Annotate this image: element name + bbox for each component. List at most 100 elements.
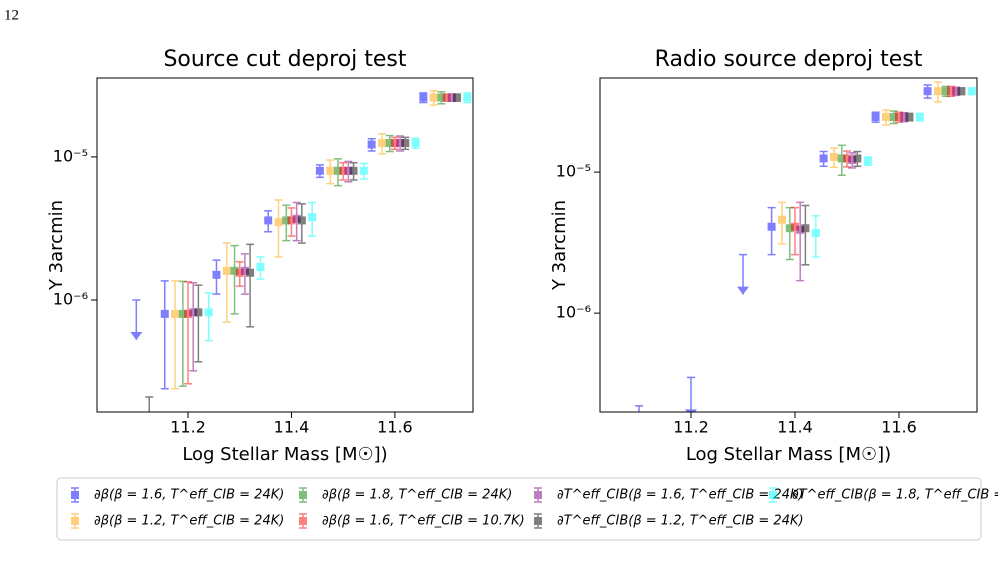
legend-marker: [769, 487, 777, 503]
errorbar: [905, 112, 914, 122]
upper-limit: [737, 253, 749, 295]
marker: [145, 439, 153, 447]
marker: [160, 309, 169, 318]
marker: [71, 517, 79, 525]
marker: [534, 491, 542, 499]
marker: [819, 154, 828, 163]
legend-label: ∂T^eff_CIB(β = 1.6, T^eff_CIB = 24K): [557, 488, 804, 503]
marker: [419, 93, 428, 102]
marker: [769, 491, 777, 499]
legend-marker: [299, 513, 307, 529]
plot-area: [130, 89, 472, 447]
marker: [377, 139, 386, 148]
upper-limit-arrow: [130, 332, 143, 341]
errorbar: [843, 150, 851, 168]
marker: [246, 268, 255, 277]
marker: [264, 216, 273, 225]
x-tick-label: 11.6: [881, 418, 917, 437]
marker: [256, 263, 265, 272]
errorbar: [377, 133, 386, 155]
marker: [339, 166, 348, 175]
marker: [967, 87, 976, 96]
marker: [297, 216, 306, 225]
legend-box: [56, 477, 982, 541]
errorbar: [344, 160, 353, 183]
errorbar: [863, 156, 872, 166]
errorbar: [171, 280, 180, 390]
marker: [274, 218, 283, 227]
errorbar: [778, 201, 786, 245]
marker: [791, 222, 799, 231]
errorbar: [429, 89, 438, 106]
y-tick-label: 10⁻⁶: [53, 290, 88, 309]
marker: [204, 308, 213, 317]
marker: [287, 216, 296, 225]
marker: [843, 154, 851, 163]
marker: [411, 139, 420, 148]
errorbar: [222, 242, 231, 323]
marker: [452, 93, 461, 102]
marker: [437, 93, 446, 102]
errorbar: [160, 280, 169, 390]
marker: [299, 491, 307, 499]
errorbar: [240, 253, 249, 295]
plot-frame: [96, 77, 474, 413]
errorbar: [437, 91, 446, 105]
x-tick-label: 11.6: [377, 418, 413, 437]
marker: [334, 166, 343, 175]
marker: [796, 225, 805, 234]
marker: [442, 93, 451, 102]
marker: [344, 166, 353, 175]
marker: [235, 268, 244, 277]
errorbar: [315, 164, 324, 179]
upper-limit-arrow: [685, 409, 697, 412]
marker: [326, 166, 335, 175]
errorbar: [452, 93, 461, 102]
errorbar: [853, 150, 862, 168]
marker: [895, 112, 903, 121]
marker: [957, 87, 966, 96]
legend-marker: [534, 487, 542, 503]
errorbar: [145, 396, 154, 447]
errorbar: [957, 87, 966, 96]
errorbar: [419, 92, 428, 104]
y-axis-label: Y 3arcmin: [549, 200, 570, 291]
errorbar: [264, 210, 273, 233]
marker: [952, 87, 961, 96]
chart-title: Radio source deproj test: [655, 47, 923, 72]
marker: [299, 517, 307, 525]
errorbar: [796, 201, 805, 282]
marker: [934, 87, 942, 96]
marker: [785, 224, 794, 233]
errorbar: [837, 144, 846, 177]
errorbar: [339, 162, 348, 181]
y-tick-label: 10⁻⁶: [556, 303, 591, 322]
errorbar: [184, 281, 193, 385]
marker: [71, 491, 79, 499]
marker: [900, 112, 909, 121]
plot-frame: [599, 77, 978, 413]
legend-marker: [534, 513, 542, 529]
errorbar: [830, 147, 838, 169]
marker: [292, 214, 301, 223]
marker: [222, 266, 231, 275]
errorbar: [194, 284, 203, 363]
errorbar: [923, 84, 932, 99]
marker: [889, 112, 898, 121]
marker: [171, 309, 180, 318]
errorbar: [230, 244, 239, 315]
errorbar: [212, 259, 221, 295]
errorbar: [287, 207, 296, 237]
errorbar: [396, 135, 405, 152]
marker: [534, 517, 542, 525]
legend-marker: [71, 487, 79, 503]
marker: [905, 112, 914, 121]
upper-limit-arrow: [737, 286, 749, 295]
errorbar: [934, 81, 942, 103]
errorbar: [282, 204, 291, 242]
errorbar: [915, 112, 924, 122]
errorbar: [235, 261, 244, 287]
errorbar: [308, 201, 317, 237]
errorbar: [349, 162, 358, 181]
